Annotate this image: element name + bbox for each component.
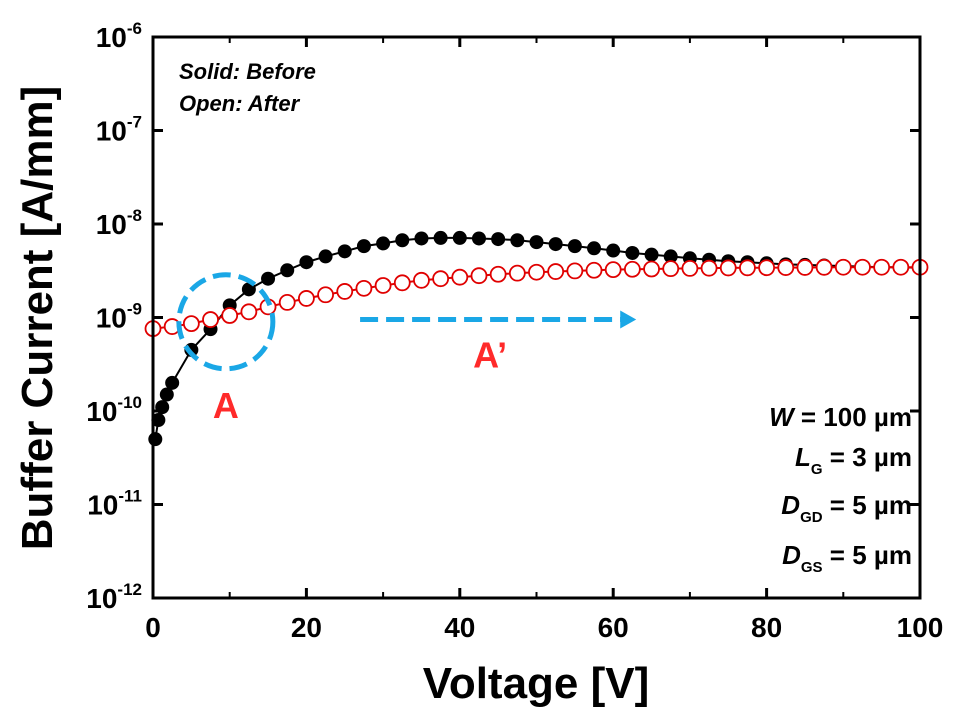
after-data-point [777,259,795,276]
device-parameter: W = 100 µm [769,402,912,432]
before-data-point [587,241,602,256]
before-data-point [491,232,506,247]
region-a-label: A [213,385,239,426]
before-data-point [414,231,429,246]
after-data-point [739,259,756,277]
plot-series-layer [144,230,929,447]
before-data-point [159,387,174,402]
after-data-point [432,270,450,288]
device-parameters: W = 100 µm LG = 3 µm DGD = 5 µm DGS = 5 µm [769,402,912,576]
y-tick-label: 10-7 [96,113,142,147]
after-data-point [336,283,354,300]
after-data-point [719,259,737,277]
after-data-point [892,258,910,276]
shift-arrow-head [620,310,637,329]
after-data-point [240,303,258,321]
y-axis-title: Buffer Current [A/mm] [13,86,62,550]
x-tick-label: 40 [444,612,475,643]
after-data-point [182,315,200,333]
annotation-layer: A A’ [176,272,637,426]
after-data-point [796,259,814,276]
after-data-point [547,263,565,280]
device-parameter: DGS = 5 µm [782,540,912,576]
before-data-point [471,231,486,246]
after-data-point [700,259,718,277]
x-tick-label: 100 [897,612,944,643]
after-data-point [489,265,507,283]
after-data-point [528,263,545,281]
note-solid: Solid: Before [179,59,316,84]
after-data-point [355,279,373,297]
after-data-point [585,261,603,279]
before-data-point [606,243,621,258]
before-data-point [318,249,333,264]
after-data-point [873,258,891,276]
before-data-point [376,236,391,251]
before-data-point [529,235,544,250]
note-open: Open: After [179,91,301,116]
after-data-point [643,260,660,278]
before-data-point [663,249,678,264]
after-data-point [413,271,430,289]
after-data-point [758,259,775,277]
before-data-point [299,255,314,270]
x-tick-label: 80 [751,612,782,643]
after-data-point [451,268,469,286]
after-data-point [854,258,871,276]
x-tick-label: 60 [598,612,629,643]
x-tick-label: 0 [145,612,161,643]
x-tick-label: 20 [291,612,322,643]
shift-arrow-label: A’ [473,335,507,376]
before-data-point [644,247,659,262]
device-parameter: LG = 3 µm [795,442,912,478]
y-tick-label: 10-10 [86,393,142,427]
after-data-point [221,307,239,324]
before-data-point [510,233,525,248]
after-data-point [278,294,296,311]
before-data-point [337,244,352,259]
before-data-point [548,237,563,252]
device-parameter: DGD = 5 µm [781,490,912,526]
after-data-point [681,260,699,277]
before-data-point [261,271,276,286]
region-a-circle [176,272,276,372]
axes-layer: 0 20 40 60 80 100 10-6 10-7 10-8 10-9 10-10 10-11 10… [86,19,943,643]
after-data-point [297,290,315,307]
after-data-point [834,258,852,276]
before-data-point [356,239,371,254]
after-data-point [662,260,680,278]
after-data-point [470,267,488,285]
after-data-point [374,277,392,294]
y-tick-label: 10-9 [96,300,142,334]
y-tick-label: 10-8 [96,206,142,240]
before-data-point [165,375,180,390]
y-tick-label: 10-12 [86,580,142,614]
after-data-point [604,261,622,279]
after-data-point [393,274,411,292]
after-data-point [202,311,219,328]
before-data-point [452,230,467,245]
before-data-point [280,263,295,278]
before-data-point [395,233,410,248]
x-axis-title: Voltage [V] [423,659,650,708]
before-data-point [625,245,640,260]
after-data-point [623,260,641,278]
after-data-point [815,258,833,276]
before-data-point [148,432,163,447]
after-data-point [508,264,526,282]
before-data-point [433,230,448,245]
after-data-point [566,262,584,280]
after-data-point [317,286,334,304]
y-tick-label: 10-6 [96,19,142,53]
before-data-point [567,239,582,254]
before-data-point [151,413,166,428]
y-tick-label: 10-11 [87,487,142,521]
